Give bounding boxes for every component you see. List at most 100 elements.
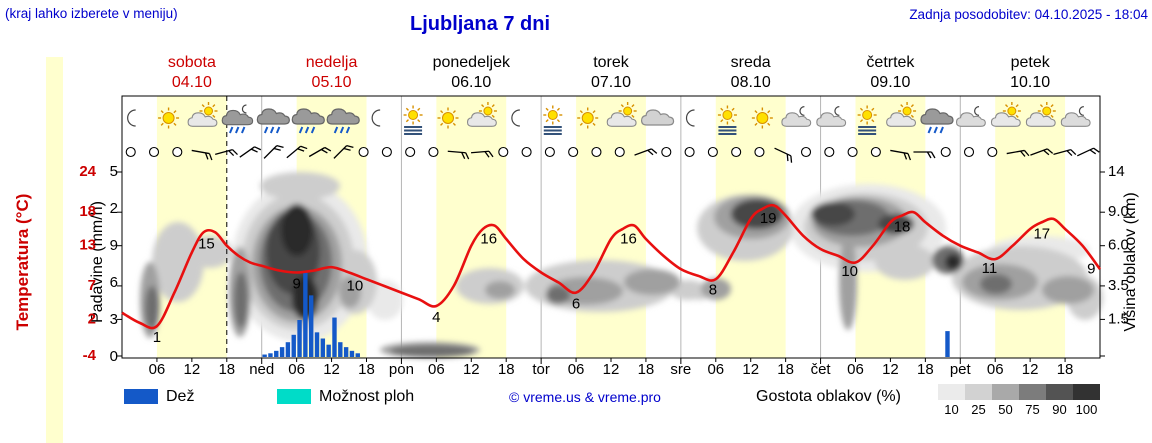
svg-text:18: 18 (1057, 361, 1074, 378)
svg-text:3.5: 3.5 (1108, 277, 1129, 294)
wind-barb-icon (215, 149, 238, 157)
svg-text:6.0: 6.0 (1108, 237, 1129, 254)
weather-icon-fog-sun (543, 105, 563, 135)
svg-text:9: 9 (292, 276, 300, 293)
svg-text:15: 15 (198, 235, 215, 252)
day-date: 06.10 (451, 74, 492, 91)
density-tick-label: 75 (1025, 402, 1040, 417)
wind-calm-icon (405, 146, 416, 158)
wind-calm-icon (428, 146, 439, 158)
density-tick-label: 90 (1052, 402, 1067, 417)
cloud-density-legend-label: Gostota oblakov (%) (756, 388, 901, 405)
weather-icon-sun (577, 107, 599, 129)
wind-barb-icon (447, 150, 470, 160)
density-segment-10 (938, 384, 965, 400)
wind-barb-icon (913, 151, 936, 159)
weather-icon-sun-cloud (990, 102, 1021, 127)
svg-text:18: 18 (917, 361, 934, 378)
svg-text:pet: pet (950, 361, 972, 378)
wind-barb-icon (239, 146, 262, 158)
svg-text:3: 3 (110, 311, 118, 328)
wind-calm-icon (148, 146, 160, 158)
svg-text:06: 06 (428, 361, 445, 378)
svg-text:18: 18 (894, 219, 911, 236)
wind-barb-icon (1077, 147, 1100, 157)
weather-icon-sun-cloud (606, 102, 637, 127)
weather-icon-rain-moon (221, 104, 254, 134)
svg-text:13: 13 (79, 237, 96, 254)
weather-icon-sun (158, 107, 180, 129)
svg-text:18: 18 (777, 361, 794, 378)
svg-text:12: 12 (1022, 361, 1039, 378)
precipitation-bars (262, 271, 950, 357)
svg-text:10: 10 (841, 263, 858, 280)
weather-icon-sun-cloud (187, 102, 218, 127)
day-header-ponedeljek: ponedeljek 06.10 (433, 53, 510, 93)
wind-calm-icon (544, 146, 555, 158)
svg-text:0: 0 (110, 348, 118, 365)
svg-text:čet: čet (811, 361, 832, 378)
svg-text:24: 24 (79, 163, 96, 180)
wind-calm-icon (940, 146, 951, 158)
svg-text:1: 1 (153, 329, 161, 346)
location-hint: (kraj lahko izberete v meniju) (5, 6, 178, 21)
wind-calm-icon (754, 146, 765, 158)
temperature-curve (121, 203, 1102, 330)
temperature-point-labels: 1 15 9 10 4 16 6 16 8 19 10 18 11 17 9 (153, 210, 1096, 346)
svg-text:12: 12 (603, 361, 620, 378)
svg-text:6: 6 (572, 296, 580, 313)
cloud-density-layer (140, 172, 1103, 358)
svg-text:2: 2 (88, 310, 96, 327)
density-segment-50 (992, 384, 1019, 400)
showers-legend-label: Možnost ploh (319, 388, 415, 405)
cloud-density-scale (938, 384, 1100, 400)
wind-barb-icon (286, 145, 308, 159)
weather-icon-sun-cloud (886, 102, 917, 127)
svg-text:12: 12 (882, 361, 899, 378)
svg-text:4: 4 (432, 309, 440, 326)
wind-calm-icon (125, 146, 136, 158)
day-header-petek: petek 10.10 (1010, 53, 1050, 93)
weather-icon-moon-cloud (955, 106, 986, 127)
day-date: 04.10 (171, 74, 212, 91)
day-name: nedelja (305, 54, 358, 71)
svg-text:12: 12 (742, 361, 759, 378)
day-header-sreda: sreda 08.10 (731, 53, 771, 93)
wind-barb-icon (333, 145, 354, 159)
day-header-četrtek: četrtek 09.10 (866, 53, 914, 93)
day-name: torek (593, 54, 629, 71)
svg-text:6: 6 (110, 274, 118, 291)
wind-barb-icon (1030, 148, 1054, 156)
wind-calm-icon (684, 146, 695, 158)
svg-text:11: 11 (982, 260, 998, 277)
day-name: petek (1010, 54, 1050, 71)
svg-text:19: 19 (760, 210, 777, 227)
wind-barb-icon (191, 149, 213, 161)
day-name: četrtek (866, 54, 915, 71)
wind-calm-icon (614, 146, 625, 158)
weather-icon-fog-sun (857, 105, 877, 135)
svg-text:12: 12 (323, 361, 340, 378)
svg-text:14: 14 (1108, 163, 1125, 180)
weather-icon-moon (511, 109, 520, 127)
last-updated: Zadnja posodobitev: 04.10.2025 - 18:04 (909, 7, 1148, 22)
density-segment-75 (1019, 384, 1046, 400)
svg-text:12: 12 (184, 361, 201, 378)
density-segment-25 (965, 384, 992, 400)
day-date: 08.10 (730, 74, 771, 91)
density-segment-100 (1073, 384, 1100, 400)
rain-legend-label: Dež (166, 388, 195, 405)
x-axis-labels: 06 12 18 ned 06 12 18 pon 06 12 18 tor 06 12 18 sre 06 12… (149, 358, 1074, 378)
wind-calm-icon (963, 146, 975, 158)
weather-icon-moon-cloud (816, 106, 847, 127)
svg-text:17: 17 (1033, 225, 1050, 242)
page-title: Ljubljana 7 dni (409, 13, 550, 35)
copyright-link[interactable]: © vreme.us & vreme.pro (509, 389, 661, 405)
svg-text:06: 06 (987, 361, 1004, 378)
svg-text:16: 16 (620, 230, 637, 247)
wind-barb-icon (890, 149, 912, 161)
day-header-nedelja: nedelja 05.10 (306, 53, 358, 93)
day-date: 09.10 (870, 74, 911, 91)
